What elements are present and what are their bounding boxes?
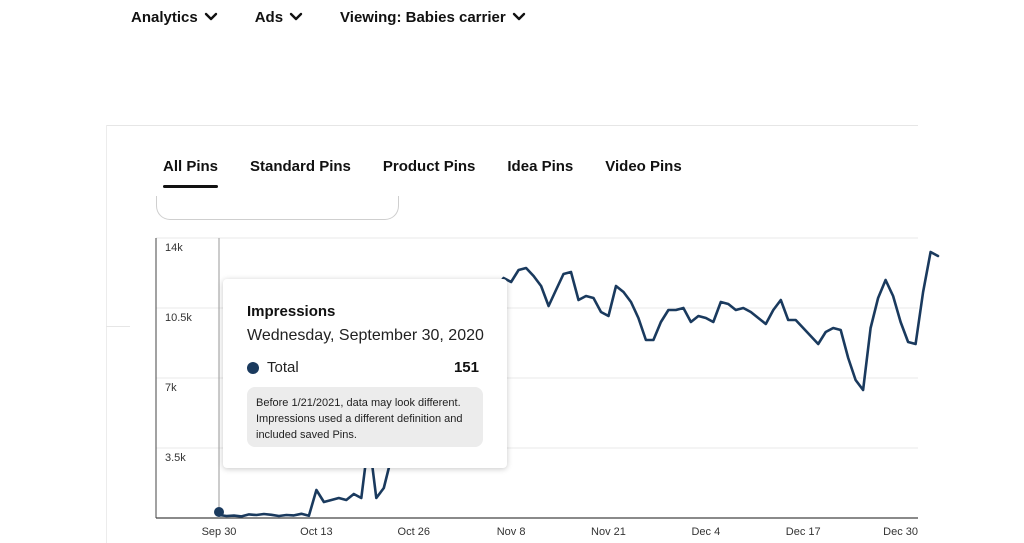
- x-tick-label: Dec 17: [786, 526, 821, 538]
- viewing-account-label: Viewing: Babies carrier: [340, 8, 506, 26]
- card-top-border: [106, 125, 918, 126]
- top-nav: Analytics Ads Viewing: Babies carrier: [131, 6, 563, 28]
- y-axis-ticks: 3.5k 7k 10.5k 14k: [165, 242, 192, 464]
- y-tick-label: 10.5k: [165, 312, 192, 324]
- y-tick-label: 7k: [165, 382, 177, 394]
- viewing-account-menu[interactable]: Viewing: Babies carrier: [340, 9, 526, 26]
- x-axis-ticks: Sep 30 Oct 13 Oct 26 Nov 8 Nov 21 Dec 4 Dec 17…: [202, 526, 918, 538]
- x-tick-label: Dec 4: [691, 526, 720, 538]
- x-tick-label: Nov 21: [591, 526, 626, 538]
- ads-menu-label: Ads: [254, 8, 284, 26]
- chart-axes: [155, 238, 918, 519]
- tab-standard-pins[interactable]: Standard Pins: [250, 158, 351, 175]
- tab-idea-pins[interactable]: Idea Pins: [507, 158, 574, 175]
- series-dot-icon: [247, 362, 259, 374]
- tooltip-series-label: Total: [267, 359, 299, 376]
- pin-type-tabs: All Pins Standard Pins Product Pins Idea…: [163, 158, 714, 188]
- chevron-down-icon: [512, 12, 525, 21]
- x-tick-label: Nov 8: [497, 526, 526, 538]
- tooltip-title: Impressions: [247, 303, 336, 320]
- tab-product-pins[interactable]: Product Pins: [382, 158, 476, 175]
- tooltip-total-row: Total 151: [247, 359, 479, 377]
- impressions-line: [217, 250, 940, 518]
- ads-menu[interactable]: Ads: [255, 9, 303, 26]
- analytics-menu[interactable]: Analytics: [131, 9, 218, 26]
- x-tick-label: Dec 30: [883, 526, 918, 538]
- card-left-border: [106, 125, 107, 543]
- y-tick-label: 3.5k: [165, 452, 186, 464]
- tab-video-pins[interactable]: Video Pins: [605, 158, 682, 175]
- tooltip-date: Wednesday, September 30, 2020: [247, 327, 484, 344]
- chevron-down-icon: [289, 12, 303, 21]
- chart-series: [214, 250, 940, 518]
- x-tick-label: Oct 26: [398, 526, 430, 538]
- divider: [106, 326, 130, 327]
- tab-all-pins[interactable]: All Pins: [163, 158, 219, 188]
- filter-dropdown-outline[interactable]: [156, 196, 399, 220]
- y-tick-label: 14k: [165, 242, 183, 254]
- chevron-down-icon: [204, 12, 217, 21]
- x-tick-label: Sep 30: [202, 526, 237, 538]
- x-tick-label: Oct 13: [300, 526, 332, 538]
- tooltip-total-value: 151: [453, 359, 479, 376]
- analytics-menu-label: Analytics: [131, 8, 198, 26]
- highlight-point: [214, 506, 224, 517]
- impressions-tooltip: Impressions Wednesday, September 30, 202…: [223, 279, 507, 468]
- tooltip-note: Before 1/21/2021, data may look differen…: [247, 387, 483, 447]
